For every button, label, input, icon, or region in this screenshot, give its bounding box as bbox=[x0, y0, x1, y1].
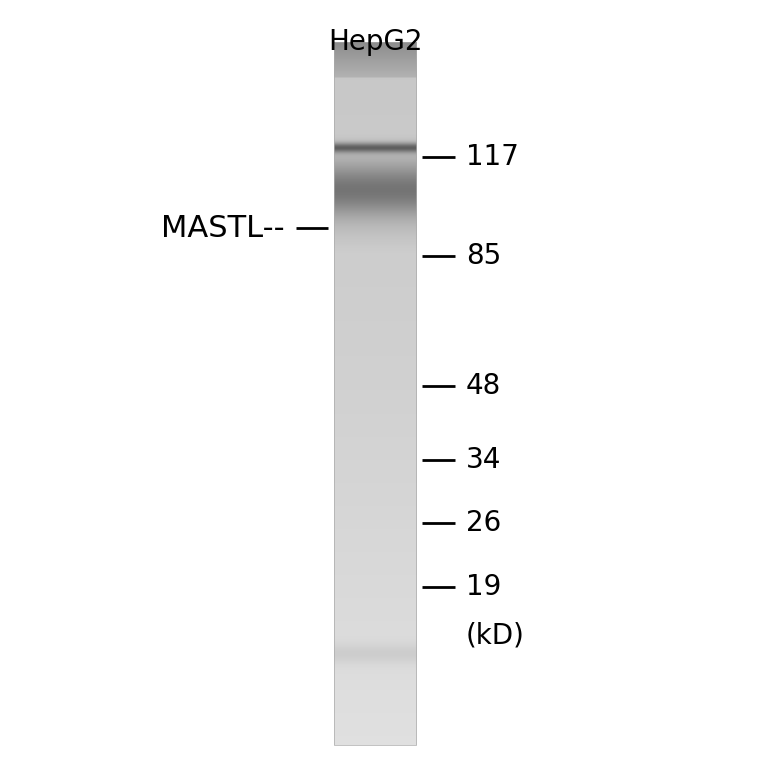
Text: 26: 26 bbox=[466, 510, 501, 538]
Text: 48: 48 bbox=[466, 372, 501, 400]
Text: 34: 34 bbox=[466, 446, 501, 474]
Text: (kD): (kD) bbox=[466, 622, 525, 650]
Text: MASTL--: MASTL-- bbox=[160, 214, 284, 243]
Text: HepG2: HepG2 bbox=[328, 28, 422, 56]
Text: 85: 85 bbox=[466, 242, 501, 270]
Bar bbox=[334, 42, 416, 745]
Text: 117: 117 bbox=[466, 143, 519, 170]
Text: 19: 19 bbox=[466, 573, 501, 601]
